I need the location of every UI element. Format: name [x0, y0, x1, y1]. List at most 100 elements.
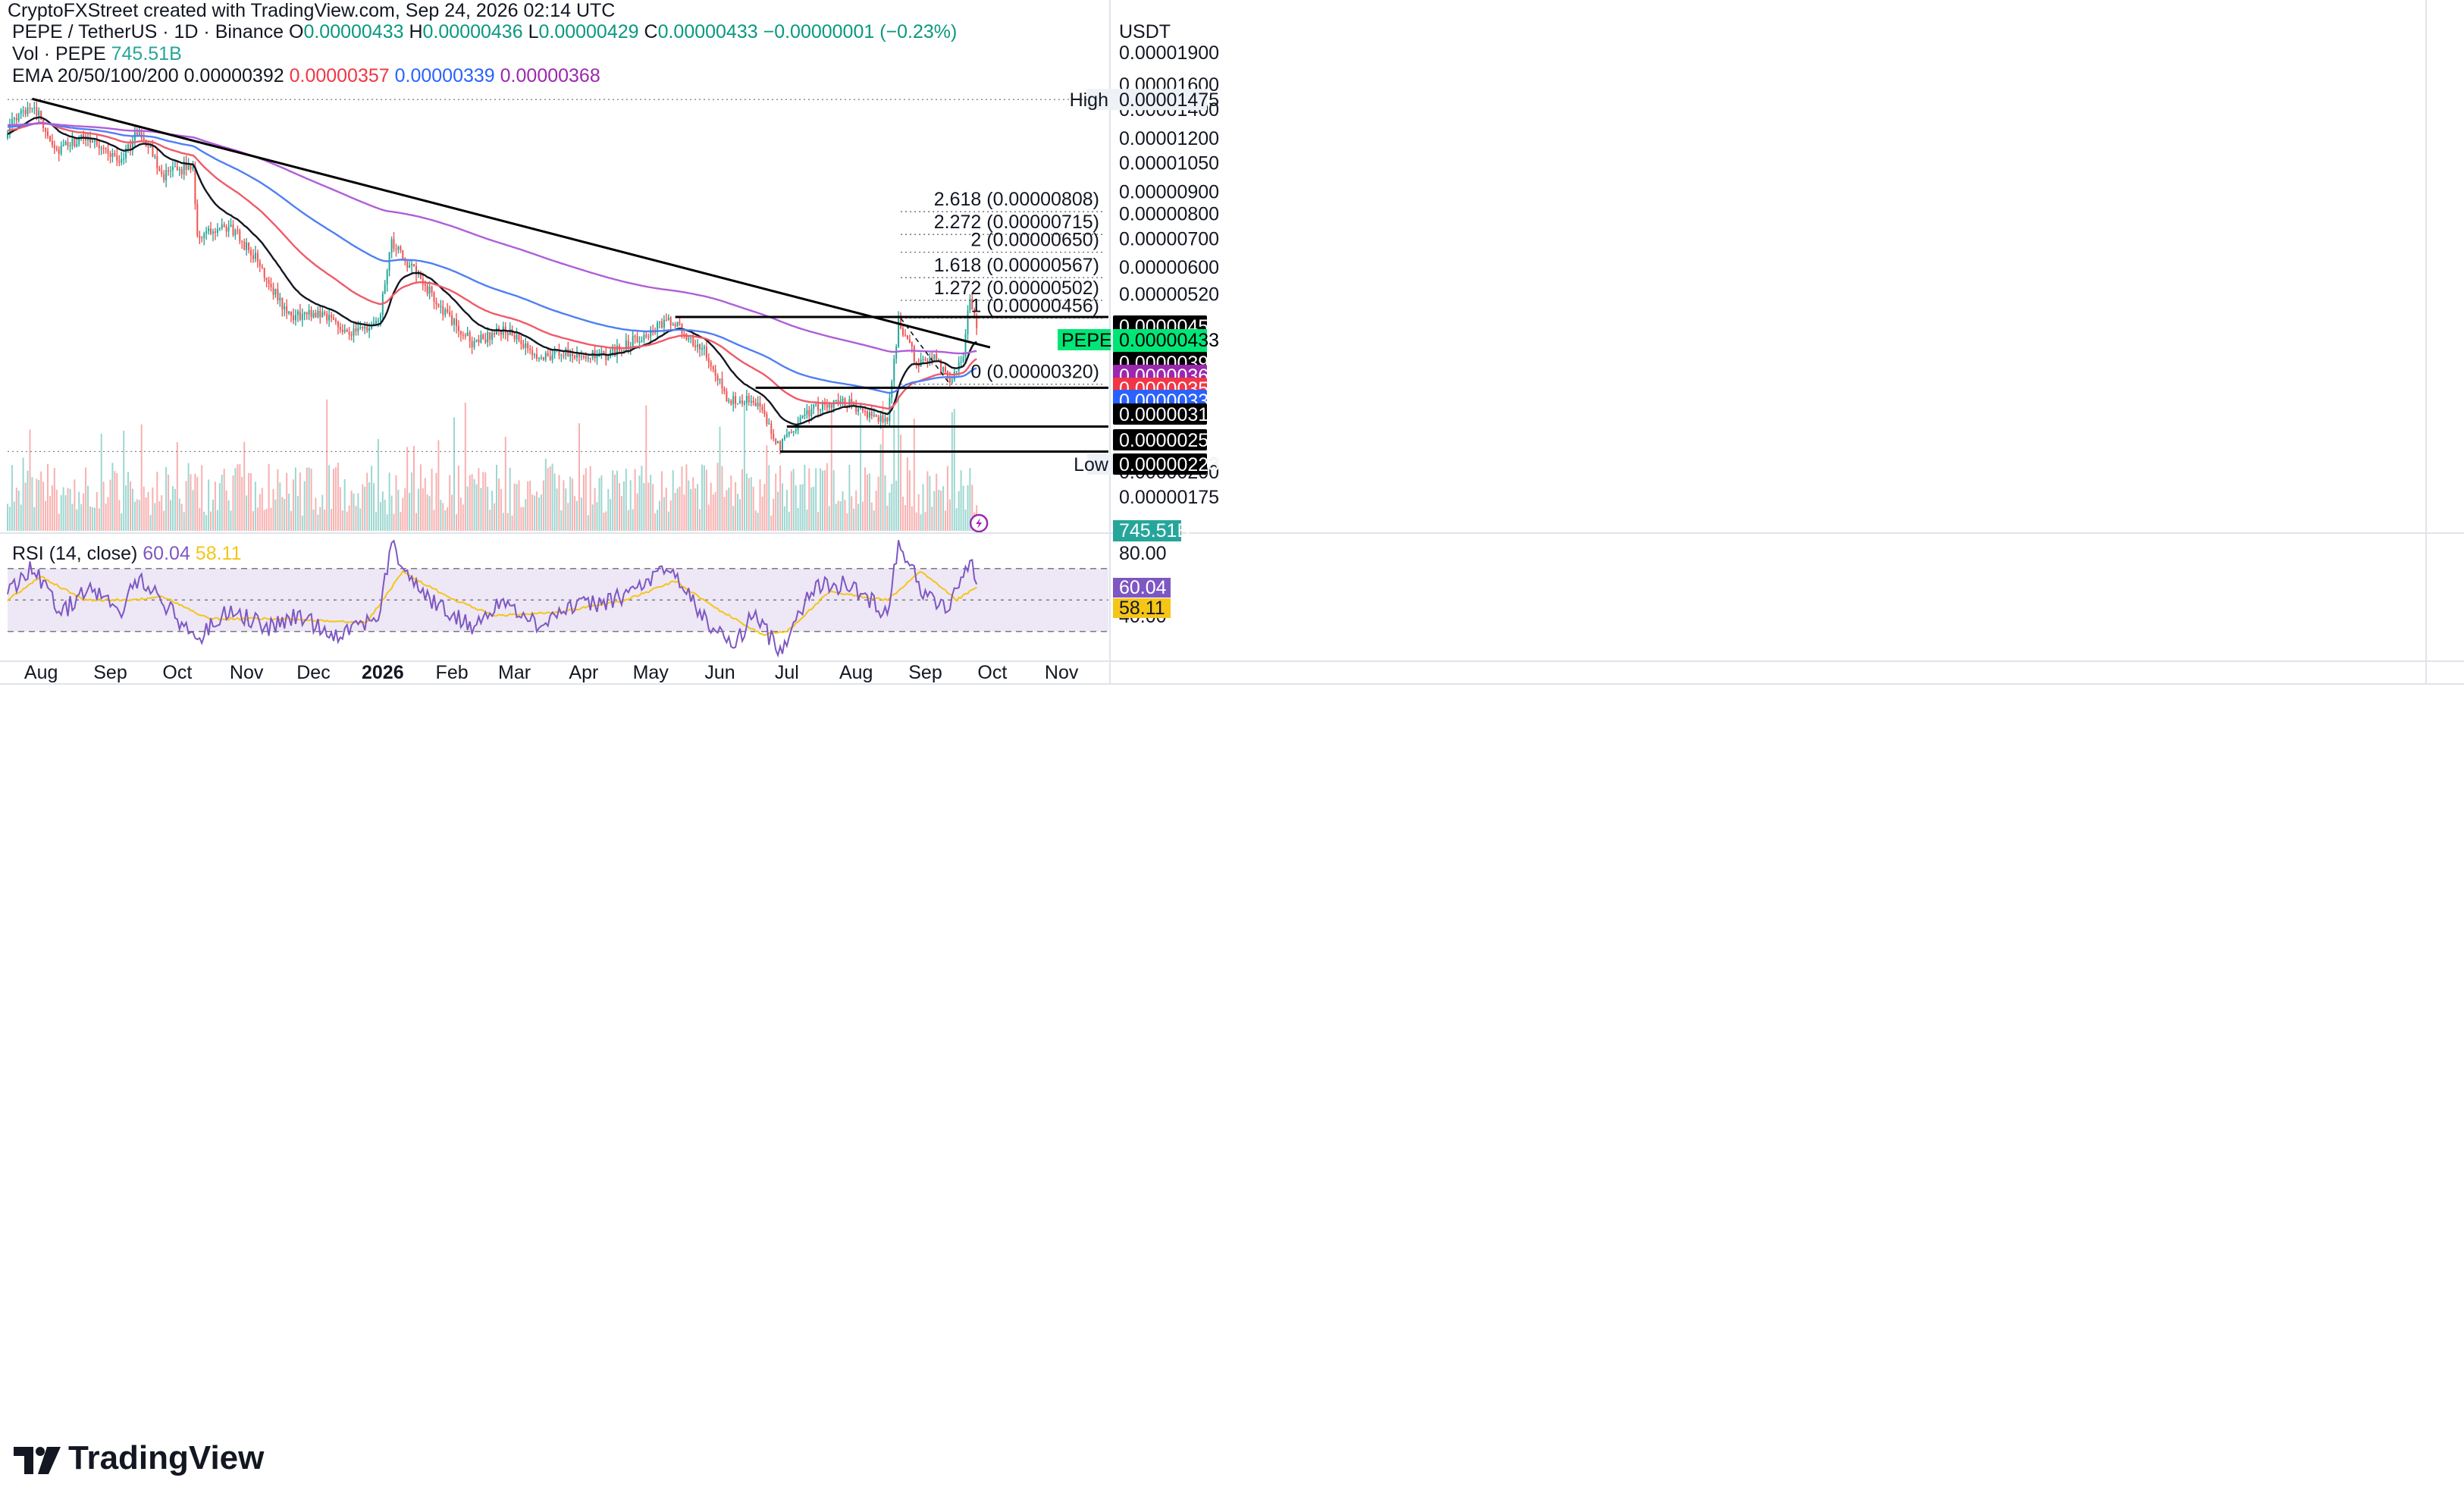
volume-bar	[576, 500, 578, 531]
volume-bar	[334, 467, 337, 531]
candle	[168, 167, 170, 176]
candle	[393, 232, 395, 253]
volume-bar	[754, 510, 757, 531]
candle	[384, 280, 386, 295]
volume-bar	[337, 463, 339, 531]
time-tick-3: Nov	[230, 662, 264, 683]
candle	[377, 317, 379, 328]
candle	[60, 141, 62, 156]
volume-bar	[20, 504, 22, 531]
fib-label-6: 0 (0.00000320)	[970, 362, 1099, 383]
time-tick-7: Mar	[498, 662, 531, 683]
candle	[306, 312, 308, 320]
volume-bar	[114, 471, 116, 531]
candle	[491, 330, 494, 345]
volume-bar	[145, 497, 147, 531]
volume-legend: Vol · PEPE 745.51B	[12, 43, 182, 64]
candle	[553, 346, 556, 359]
volume-bar	[67, 488, 69, 531]
candle	[180, 166, 183, 179]
volume-bar	[47, 463, 49, 531]
candle	[232, 220, 234, 237]
candle	[250, 246, 252, 263]
price-tick-7: 0.00000700	[1119, 228, 1219, 249]
candle	[33, 102, 36, 115]
fib-label-4: 1.272 (0.00000502)	[934, 278, 1099, 299]
volume-bar	[170, 500, 171, 531]
volume-bar	[679, 486, 681, 531]
candle	[78, 135, 80, 147]
volume-bar	[612, 470, 614, 531]
fib-label-2: 2 (0.00000650)	[970, 230, 1099, 251]
volume-bar	[516, 484, 518, 531]
candle	[862, 406, 864, 413]
candle	[55, 146, 58, 152]
volume-bar	[127, 472, 129, 531]
volume-bar	[835, 504, 837, 531]
volume-bar	[748, 478, 750, 531]
candles[interactable]	[7, 102, 978, 455]
candle	[261, 264, 263, 269]
volume-bar	[69, 488, 71, 531]
candle	[171, 161, 174, 177]
rsi-pane[interactable]	[7, 539, 1108, 658]
volume-bar	[453, 417, 455, 531]
candle	[540, 354, 542, 360]
volume-bar	[873, 510, 875, 531]
volume-bar	[315, 497, 317, 531]
time-tick-6: Feb	[436, 662, 469, 683]
svg-text:60.04: 60.04	[1119, 577, 1167, 598]
candle	[703, 344, 705, 356]
price-tick-4: 0.00001050	[1119, 153, 1219, 174]
volume-bar	[449, 475, 451, 531]
time-tick-13: Sep	[908, 662, 942, 683]
volume-bar	[294, 467, 296, 531]
time-tick-8: Apr	[569, 662, 598, 683]
volume-bar	[862, 501, 864, 531]
volume-bar	[953, 409, 955, 531]
price-tags: 0.00000459PEPEUSDT0.0000043321:45:460.00…	[1058, 315, 1219, 619]
candle	[782, 438, 783, 451]
candle	[419, 271, 422, 280]
volume-bar	[381, 491, 384, 531]
candle	[442, 300, 444, 321]
volume-bar	[390, 495, 393, 531]
svg-text:0.00000314: 0.00000314	[1119, 404, 1219, 425]
candle	[754, 398, 757, 407]
volume-bar	[270, 507, 272, 531]
volume-bar	[234, 468, 237, 531]
volume-bar	[400, 512, 402, 531]
lightning-icon[interactable]	[969, 513, 989, 533]
volume-bar	[506, 513, 509, 531]
candle	[598, 349, 600, 357]
candle	[353, 323, 355, 343]
volume-bar	[665, 488, 667, 531]
candle	[237, 225, 239, 235]
volume-bar	[960, 470, 962, 531]
volume-bar	[393, 513, 395, 531]
candle	[750, 395, 752, 406]
candle	[565, 347, 567, 360]
volume-bar	[161, 495, 163, 531]
volume-bar	[723, 497, 726, 531]
volume-bar	[205, 515, 208, 531]
candle	[324, 309, 326, 316]
svg-text:0.00000255: 0.00000255	[1119, 430, 1219, 451]
candle	[527, 341, 529, 353]
volume-bar	[513, 483, 516, 531]
volume-bar	[366, 472, 368, 531]
candle	[741, 394, 743, 407]
volume-bar	[567, 503, 569, 531]
volume-bar	[591, 504, 594, 531]
tradingview-logo[interactable]: TradingView	[14, 1439, 264, 1477]
volume-bar	[158, 501, 161, 531]
volume-bar	[350, 491, 353, 531]
candle	[889, 392, 891, 426]
candle	[395, 243, 397, 257]
volume-bar	[777, 491, 779, 531]
drawings[interactable]: 2.618 (0.00000808)2.272 (0.00000715)2 (0…	[8, 97, 1108, 533]
volume-bar	[924, 512, 926, 531]
volume-bar	[402, 497, 404, 531]
volume-bar	[187, 463, 190, 531]
